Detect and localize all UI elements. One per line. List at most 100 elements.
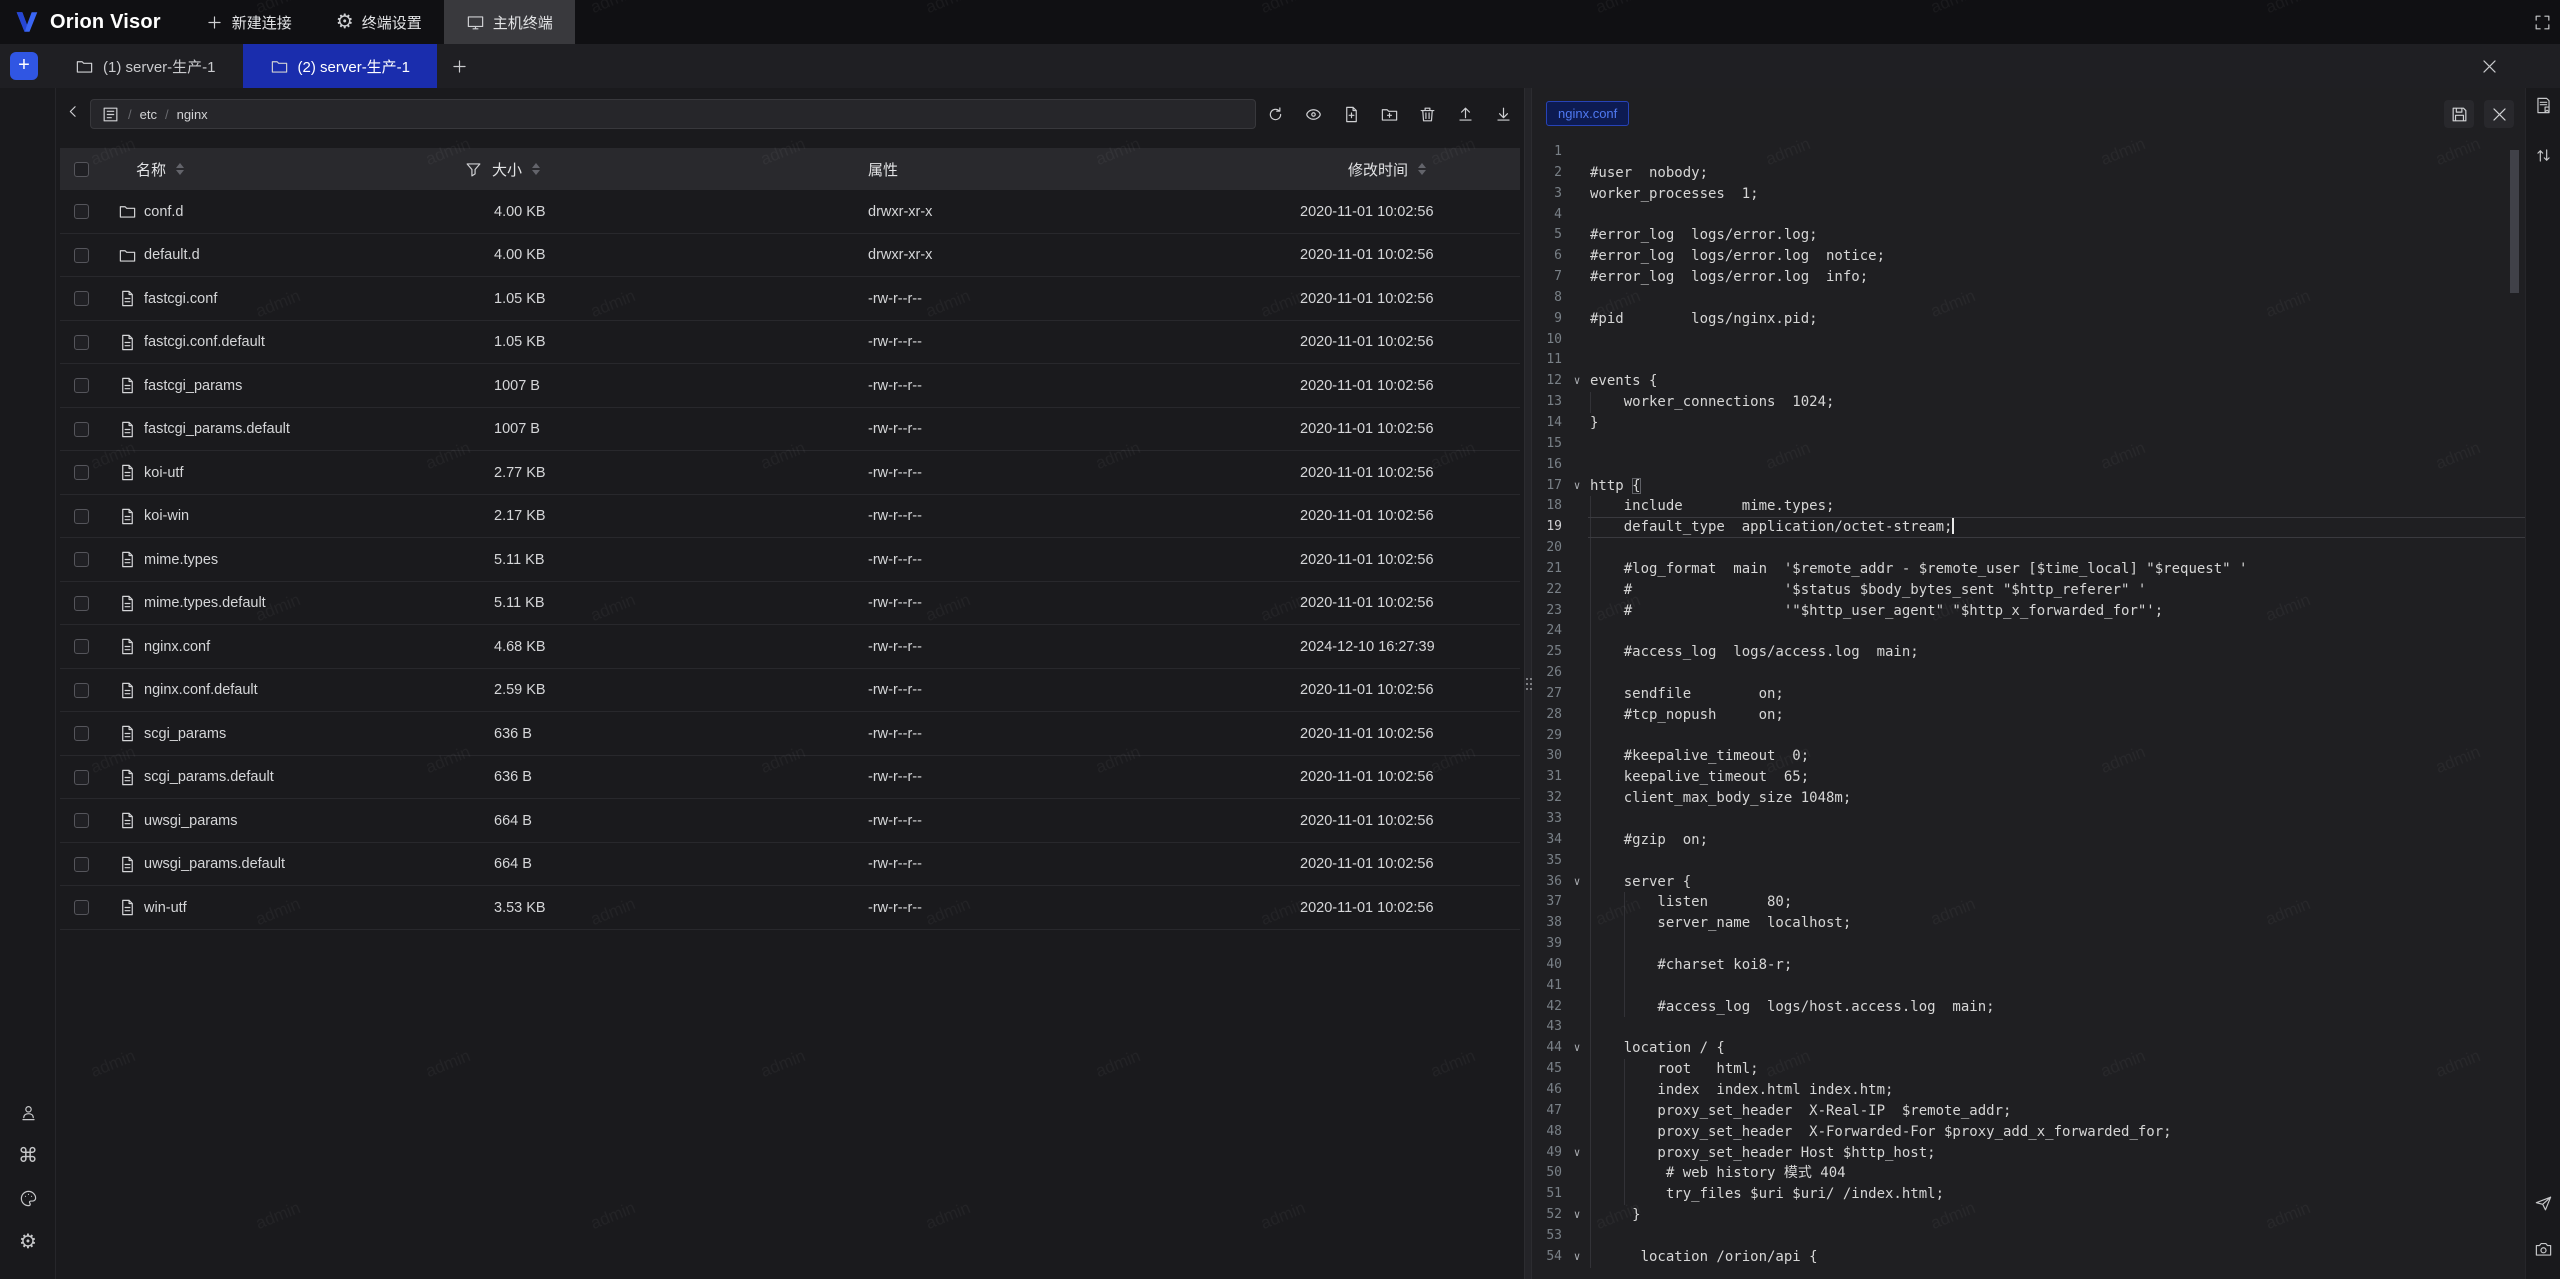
fold-chevron-icon[interactable]: ∨: [1573, 1145, 1581, 1159]
row-checkbox[interactable]: [74, 756, 89, 800]
code-line[interactable]: 24: [1532, 621, 2525, 643]
add-tab-button[interactable]: [437, 44, 481, 88]
fold-chevron-icon[interactable]: ∨: [1573, 374, 1581, 388]
code-line[interactable]: 16: [1532, 455, 2525, 476]
table-row[interactable]: conf.d 4.00 KB drwxr-xr-x 2020-11-01 10:02:…: [60, 190, 1520, 234]
file-name[interactable]: nginx.conf.default: [144, 682, 258, 699]
code-line[interactable]: 37 listen 80;: [1532, 892, 2525, 914]
code-line[interactable]: 39: [1532, 934, 2525, 955]
table-row[interactable]: default.d 4.00 KB drwxr-xr-x 2020-11-01 10:…: [60, 234, 1520, 277]
fold-chevron-icon[interactable]: ∨: [1573, 1208, 1581, 1222]
file-name[interactable]: conf.d: [144, 203, 184, 220]
code-line[interactable]: 25 #access_log logs/access.log main;: [1532, 642, 2525, 664]
code-line[interactable]: 13 worker_connections 1024;: [1532, 392, 2525, 413]
code-line[interactable]: 3 worker_processes 1;: [1532, 184, 2525, 205]
breadcrumb-etc[interactable]: etc: [139, 106, 157, 122]
back-icon[interactable]: [64, 102, 88, 126]
code-line[interactable]: 38 server_name localhost;: [1532, 913, 2525, 935]
code-line[interactable]: 7 #error_log logs/error.log info;: [1532, 267, 2525, 288]
fold-chevron-icon[interactable]: ∨: [1573, 478, 1581, 492]
menu-terminal-settings[interactable]: ⚙ 终端设置: [335, 11, 422, 33]
row-checkbox[interactable]: [74, 712, 89, 756]
code-line[interactable]: 47 proxy_set_header X-Real-IP $remote_ad…: [1532, 1100, 2525, 1122]
new-session-button[interactable]: +: [10, 52, 38, 80]
file-name[interactable]: fastcgi.conf: [144, 290, 218, 307]
row-checkbox[interactable]: [74, 451, 89, 495]
code-line[interactable]: 42 #access_log logs/host.access.log main…: [1532, 996, 2525, 1018]
editor-scrollbar[interactable]: [2510, 150, 2519, 293]
code-line[interactable]: 11: [1532, 350, 2525, 371]
code-line[interactable]: 4: [1532, 205, 2525, 226]
command-shortcuts-icon[interactable]: ⌘: [18, 1145, 38, 1167]
trash-icon[interactable]: [1414, 101, 1440, 127]
row-checkbox[interactable]: [74, 886, 89, 930]
table-row[interactable]: koi-utf 2.77 KB -rw-r--r-- 2020-11-01 10:02…: [60, 451, 1520, 495]
table-row[interactable]: uwsgi_params 664 B -rw-r--r-- 2020-11-01 10…: [60, 799, 1520, 843]
code-line[interactable]: 29: [1532, 725, 2525, 747]
sort-size-icon[interactable]: [532, 163, 541, 175]
file-name[interactable]: uwsgi_params: [144, 812, 238, 829]
code-line[interactable]: 43: [1532, 1017, 2525, 1039]
refresh-icon[interactable]: [1262, 101, 1288, 127]
fullscreen-icon[interactable]: [2533, 13, 2552, 32]
breadcrumb-nginx[interactable]: nginx: [176, 106, 208, 122]
code-line[interactable]: 21 #log_format main '$remote_addr - $rem…: [1532, 558, 2525, 580]
code-line[interactable]: 15: [1532, 434, 2525, 455]
code-line[interactable]: 10: [1532, 330, 2525, 351]
file-name[interactable]: scgi_params.default: [144, 769, 274, 786]
code-line[interactable]: 53: [1532, 1225, 2525, 1247]
row-checkbox[interactable]: [74, 799, 89, 843]
code-line[interactable]: 45 root html;: [1532, 1059, 2525, 1080]
code-line[interactable]: 9 #pid logs/nginx.pid;: [1532, 309, 2525, 330]
row-checkbox[interactable]: [74, 364, 89, 408]
code-line[interactable]: 33: [1532, 809, 2525, 830]
download-icon[interactable]: [1490, 101, 1516, 127]
row-checkbox[interactable]: [74, 625, 89, 669]
fold-chevron-icon[interactable]: ∨: [1573, 1249, 1581, 1263]
send-command-icon[interactable]: [2534, 1194, 2553, 1213]
code-line[interactable]: 28 #tcp_nopush on;: [1532, 704, 2525, 726]
file-name[interactable]: fastcgi_params.default: [144, 421, 290, 438]
file-name[interactable]: scgi_params: [144, 725, 227, 742]
open-file-tag[interactable]: nginx.conf: [1546, 101, 1630, 126]
code-line[interactable]: 46 index index.html index.htm;: [1532, 1079, 2525, 1101]
panel-resizer[interactable]: [1524, 88, 1532, 1279]
row-checkbox[interactable]: [74, 582, 89, 626]
tab-server-2[interactable]: (2) server-生产-1: [242, 44, 438, 88]
file-name[interactable]: koi-utf: [144, 464, 184, 481]
file-name[interactable]: mime.types.default: [144, 595, 266, 612]
code-line[interactable]: 50 # web history 模式 404: [1532, 1163, 2525, 1185]
code-line[interactable]: 23 # '"$http_user_agent" "$http_x_forwar…: [1532, 600, 2525, 622]
code-line[interactable]: 22 # '$status $body_bytes_sent "$http_re…: [1532, 579, 2525, 601]
file-name[interactable]: nginx.conf: [144, 638, 211, 655]
sort-updown-icon[interactable]: [2534, 146, 2553, 165]
close-panel-icon[interactable]: [2480, 57, 2498, 75]
column-size[interactable]: 大小: [492, 161, 523, 179]
code-line[interactable]: 18 include mime.types;: [1532, 496, 2525, 518]
upload-icon[interactable]: [1452, 101, 1478, 127]
user-icon[interactable]: [17, 1101, 39, 1123]
code-line[interactable]: 8: [1532, 288, 2525, 309]
filter-icon[interactable]: [464, 160, 483, 179]
row-checkbox[interactable]: [74, 843, 89, 887]
table-row[interactable]: win-utf 3.53 KB -rw-r--r-- 2020-11-01 10:02…: [60, 886, 1520, 930]
file-name[interactable]: default.d: [144, 247, 200, 264]
save-file-icon[interactable]: [2444, 100, 2474, 128]
menu-host-terminal[interactable]: 主机终端: [443, 0, 575, 44]
theme-palette-icon[interactable]: [17, 1187, 39, 1209]
table-row[interactable]: scgi_params 636 B -rw-r--r-- 2020-11-01 10:…: [60, 712, 1520, 756]
table-row[interactable]: koi-win 2.17 KB -rw-r--r-- 2020-11-01 10:02…: [60, 495, 1520, 538]
code-line[interactable]: 49 ∨ proxy_set_header Host $http_host;: [1532, 1142, 2525, 1164]
code-line[interactable]: 5 #error_log logs/error.log;: [1532, 225, 2525, 246]
settings-gear-icon[interactable]: ⚙: [19, 1231, 37, 1253]
select-all-checkbox[interactable]: [74, 161, 89, 177]
table-row[interactable]: mime.types 5.11 KB -rw-r--r-- 2020-11-01 10…: [60, 538, 1520, 582]
code-line[interactable]: 26: [1532, 663, 2525, 684]
eye-icon[interactable]: [1300, 101, 1326, 127]
table-row[interactable]: nginx.conf.default 2.59 KB -rw-r--r-- 2020-…: [60, 669, 1520, 712]
table-row[interactable]: fastcgi.conf 1.05 KB -rw-r--r-- 2020-11-01 …: [60, 277, 1520, 321]
file-name[interactable]: koi-win: [144, 508, 190, 525]
table-row[interactable]: fastcgi_params 1007 B -rw-r--r-- 2020-11-01…: [60, 364, 1520, 408]
screenshot-camera-icon[interactable]: [2534, 1240, 2553, 1259]
menu-new-connection[interactable]: 新建连接: [183, 0, 314, 44]
